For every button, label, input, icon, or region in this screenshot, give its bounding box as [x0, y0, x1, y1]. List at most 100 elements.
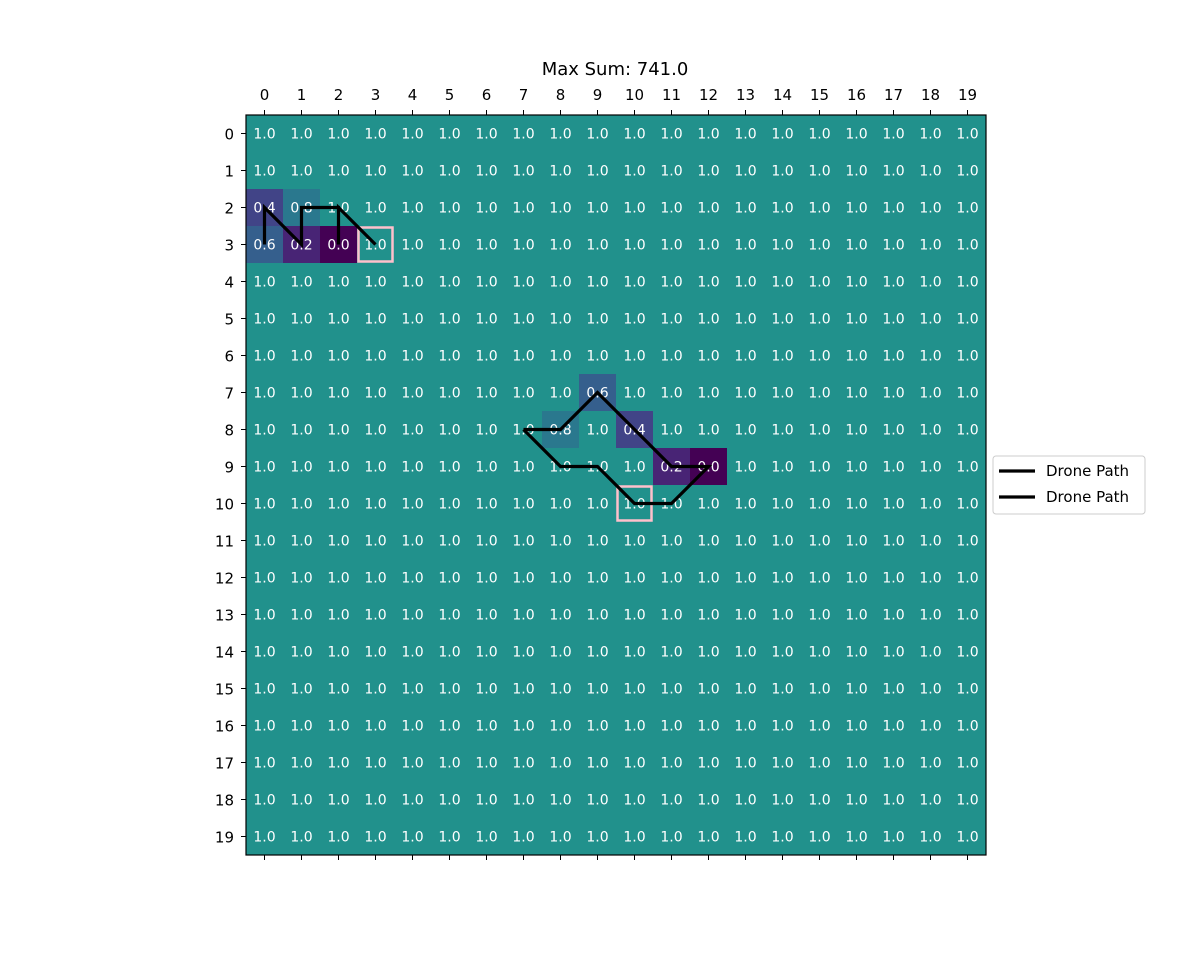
cell-value-label: 1.0 [364, 349, 386, 365]
heatmap-cell [875, 670, 913, 708]
heatmap-cell [394, 633, 432, 671]
heatmap-cell [283, 115, 321, 153]
heatmap-cell [838, 744, 876, 782]
cell-value-label: 1.0 [956, 497, 978, 513]
cell-value-label: 1.0 [697, 608, 719, 624]
heatmap-cell [727, 448, 765, 486]
cell-value-label: 1.0 [919, 645, 941, 661]
x-tick-label: 12 [699, 86, 718, 104]
heatmap-cell [764, 226, 802, 264]
cell-value-label: 1.0 [882, 645, 904, 661]
cell-value-label: 1.0 [882, 571, 904, 587]
y-tick-label: 1 [224, 163, 234, 181]
heatmap-cell [357, 633, 395, 671]
heatmap-cell [875, 300, 913, 338]
cell-value-label: 1.0 [845, 275, 867, 291]
cell-value-label: 0.0 [327, 238, 349, 254]
heatmap-cell [653, 781, 691, 819]
heatmap-cell [246, 337, 284, 375]
cell-value-label: 1.0 [364, 830, 386, 846]
cell-value-label: 1.0 [475, 571, 497, 587]
heatmap-cell [394, 670, 432, 708]
heatmap-cell [320, 115, 358, 153]
heatmap-cell [505, 300, 543, 338]
heatmap-cell [542, 337, 580, 375]
heatmap-cell [801, 559, 839, 597]
heatmap-cell [357, 152, 395, 190]
heatmap-cell [505, 596, 543, 634]
heatmap-cell [875, 337, 913, 375]
cell-value-label: 1.0 [364, 164, 386, 180]
heatmap-cell [431, 300, 469, 338]
cell-value-label: 1.0 [882, 497, 904, 513]
cell-value-label: 1.0 [882, 423, 904, 439]
cell-value-label: 1.0 [327, 497, 349, 513]
cell-value-label: 1.0 [660, 164, 682, 180]
heatmap-cell [653, 226, 691, 264]
heatmap-cell [431, 522, 469, 560]
cell-value-label: 1.0 [549, 756, 571, 772]
cell-value-label: 1.0 [401, 127, 423, 143]
cell-value-label: 1.0 [253, 830, 275, 846]
heatmap-cell [653, 596, 691, 634]
cell-value-label: 1.0 [956, 349, 978, 365]
cell-value-label: 1.0 [475, 201, 497, 217]
cell-value-label: 1.0 [475, 349, 497, 365]
heatmap-cell [505, 448, 543, 486]
cell-value-label: 1.0 [919, 164, 941, 180]
heatmap-cell [579, 707, 617, 745]
heatmap-cell [764, 300, 802, 338]
cell-value-label: 1.0 [956, 164, 978, 180]
heatmap-cell [579, 189, 617, 227]
cell-value-label: 1.0 [438, 201, 460, 217]
y-tick-label: 6 [224, 348, 234, 366]
heatmap-cell [357, 670, 395, 708]
heatmap-cell [468, 152, 506, 190]
heatmap-cell [949, 411, 987, 449]
cell-value-label: 1.0 [586, 830, 608, 846]
heatmap-cell [394, 152, 432, 190]
heatmap-cell [690, 300, 728, 338]
cell-value-label: 1.0 [327, 423, 349, 439]
cell-value-label: 1.0 [364, 275, 386, 291]
heatmap-cell [727, 411, 765, 449]
heatmap-cell [283, 263, 321, 301]
cell-value-label: 1.0 [364, 793, 386, 809]
cell-value-label: 1.0 [290, 830, 312, 846]
heatmap-cell [616, 152, 654, 190]
cell-value-label: 1.0 [919, 793, 941, 809]
cell-value-label: 1.0 [475, 719, 497, 735]
heatmap-cell [690, 115, 728, 153]
cell-value-label: 1.0 [771, 127, 793, 143]
cell-value-label: 1.0 [771, 497, 793, 513]
heatmap-cell [505, 374, 543, 412]
heatmap-cell [949, 781, 987, 819]
y-tick-label: 4 [224, 274, 234, 292]
cell-value-label: 1.0 [290, 423, 312, 439]
cell-value-label: 1.0 [475, 423, 497, 439]
cell-value-label: 1.0 [438, 164, 460, 180]
cell-value-label: 1.0 [660, 349, 682, 365]
heatmap-cell [283, 781, 321, 819]
heatmap-cell [838, 522, 876, 560]
cell-value-label: 1.0 [586, 645, 608, 661]
heatmap-cell [468, 263, 506, 301]
heatmap-cell [431, 337, 469, 375]
heatmap-cell [394, 522, 432, 560]
cell-value-label: 1.0 [253, 312, 275, 328]
cell-value-label: 1.0 [438, 756, 460, 772]
cell-value-label: 1.0 [956, 756, 978, 772]
cell-value-label: 1.0 [512, 201, 534, 217]
heatmap-cell [875, 115, 913, 153]
y-tick-label: 10 [215, 496, 234, 514]
cell-value-label: 1.0 [549, 386, 571, 402]
cell-value-label: 1.0 [845, 423, 867, 439]
heatmap-cell [801, 189, 839, 227]
cell-value-label: 1.0 [549, 608, 571, 624]
y-tick-label: 12 [215, 570, 234, 588]
x-tick-label: 16 [847, 86, 866, 104]
drone-paths [262, 203, 713, 506]
heatmap-cell [653, 633, 691, 671]
cell-value-label: 1.0 [364, 645, 386, 661]
cell-value-label: 1.0 [808, 460, 830, 476]
